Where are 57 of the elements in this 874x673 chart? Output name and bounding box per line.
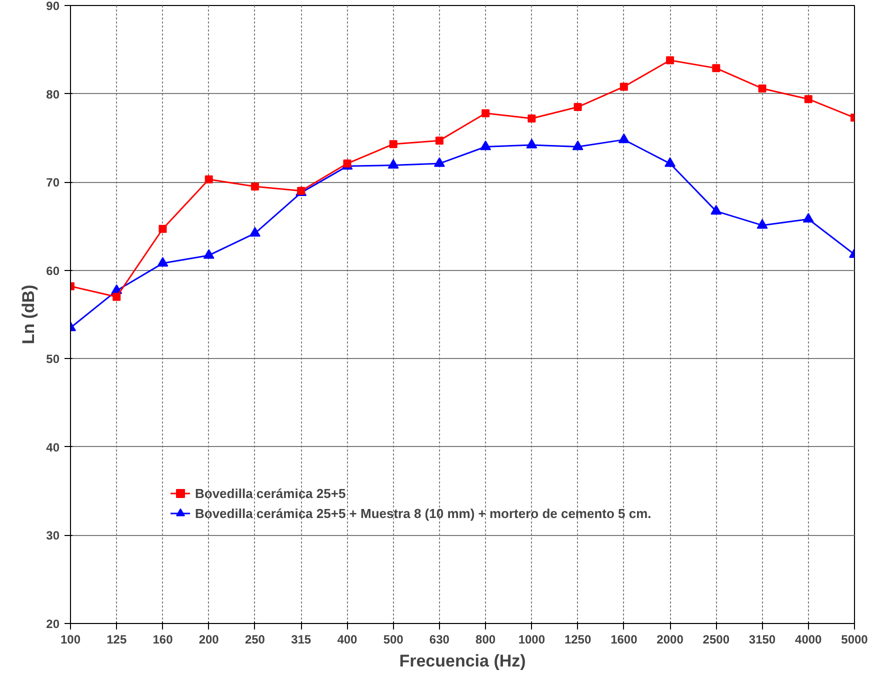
point [158, 224, 167, 233]
point [618, 133, 630, 144]
x-tick-label: 630 [429, 632, 450, 646]
x-tick-label: 500 [383, 632, 404, 646]
y-tick-label: 50 [46, 352, 60, 366]
x-tick-label: 2000 [656, 632, 684, 646]
y-axis-title: Ln (dB) [19, 284, 38, 344]
point [710, 204, 722, 215]
point [435, 136, 444, 145]
point [203, 249, 214, 259]
point [388, 159, 399, 169]
x-tick-label: 1600 [610, 632, 638, 646]
point [572, 140, 584, 150]
point [574, 103, 582, 112]
legend-label: Bovedilla cerámica 25+5 + Muestra 8 (10 mm) + mortero de cemento 5 cm. [195, 506, 652, 520]
x-tick-label: 5000 [841, 632, 868, 646]
x-tick-label: 2500 [702, 632, 730, 646]
point [389, 140, 398, 148]
point [620, 82, 628, 91]
x-tick-label: 250 [244, 632, 266, 646]
point [804, 95, 812, 104]
x-tick-label: 3150 [748, 632, 776, 646]
legend-label: Bovedilla cerámica 25+5 [195, 486, 346, 500]
x-tick-label: 315 [291, 632, 312, 646]
x-axis-title: Frecuencia (Hz) [399, 652, 526, 670]
x-tick-label: 1250 [564, 632, 592, 646]
y-tick-label: 90 [46, 0, 60, 13]
point [204, 175, 213, 184]
point [112, 292, 121, 301]
y-tick-label: 20 [46, 617, 60, 631]
y-tick-label: 30 [46, 528, 60, 543]
x-tick-label: 800 [476, 632, 496, 646]
x-tick-label: 160 [152, 632, 174, 646]
point [249, 227, 260, 237]
point [250, 182, 259, 190]
x-tick-label: 100 [60, 632, 81, 646]
point [666, 56, 674, 64]
point [482, 109, 490, 118]
point [756, 219, 768, 229]
x-tick-label: 400 [337, 632, 358, 646]
x-tick-label: 200 [198, 632, 220, 646]
point [480, 140, 492, 150]
x-tick-label: 4000 [795, 632, 822, 646]
point [802, 212, 814, 223]
point [526, 138, 538, 148]
point [434, 157, 445, 167]
y-tick-label: 60 [46, 264, 60, 278]
point [712, 64, 720, 72]
y-tick-label: 70 [46, 176, 60, 190]
point [157, 257, 168, 267]
y-tick-label: 80 [46, 87, 60, 102]
x-tick-label: 125 [106, 632, 127, 646]
point [664, 157, 676, 167]
y-tick-label: 40 [46, 440, 60, 454]
point [758, 84, 766, 92]
point [528, 114, 536, 123]
x-tick-label: 1000 [518, 632, 546, 646]
